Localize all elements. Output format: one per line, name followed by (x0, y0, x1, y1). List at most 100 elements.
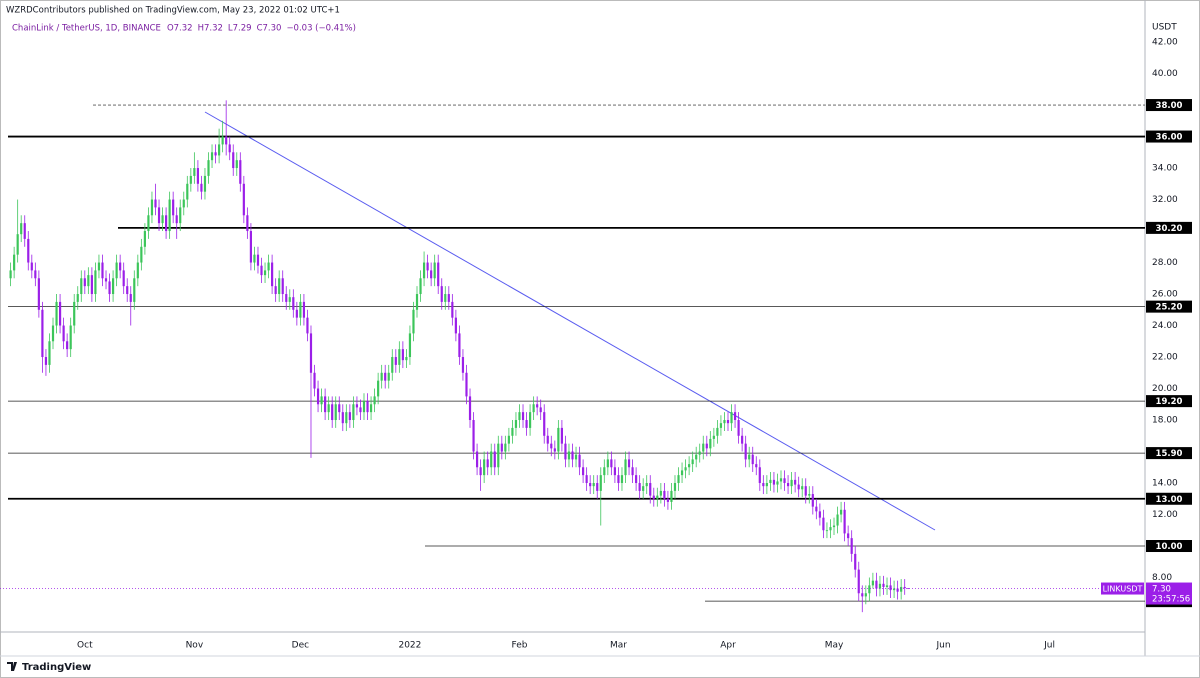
candle-body (783, 478, 786, 484)
candle-body (698, 451, 701, 455)
candle-body (263, 270, 267, 276)
candle-body (560, 427, 563, 444)
candle-body (302, 301, 306, 318)
candle-body (422, 262, 426, 279)
candle-body (603, 467, 606, 476)
candle-body (521, 412, 525, 421)
candle-body (391, 357, 394, 373)
candle-body (461, 357, 465, 373)
candle-body (525, 420, 528, 428)
candle-body (338, 404, 341, 413)
candle-body (299, 301, 302, 318)
candle-body (631, 467, 634, 476)
candle-body (267, 262, 270, 271)
candle-body (331, 404, 334, 421)
level-label: 38.00 (1156, 101, 1183, 111)
candle-body (271, 262, 274, 287)
candle-body (733, 412, 737, 421)
y-tick-label: 12.00 (1152, 510, 1178, 520)
candle-body (55, 301, 58, 326)
candle-body (157, 207, 161, 224)
candle-body (345, 412, 348, 424)
candle-body (635, 475, 638, 484)
candle-body (179, 207, 182, 224)
candle-body (885, 585, 889, 587)
candle-body (369, 404, 373, 413)
candle-body (225, 136, 228, 145)
candle-body (815, 506, 818, 512)
level-label: 15.90 (1156, 449, 1183, 459)
candle-body (30, 262, 33, 271)
candle-body (656, 495, 659, 499)
candle-body (617, 475, 620, 484)
candle-body (854, 553, 857, 570)
candle-body (309, 333, 313, 373)
candle-body (256, 254, 260, 266)
y-tick-label: 18.00 (1152, 416, 1178, 426)
candle-body (447, 294, 450, 302)
candle-body (412, 309, 415, 334)
candle-body (408, 333, 412, 358)
candle-body (769, 479, 772, 484)
candle-body (900, 586, 903, 592)
candle-body (419, 278, 422, 295)
candle-body (688, 464, 691, 468)
candle-body (818, 511, 821, 518)
candle-body (101, 262, 104, 279)
candle-body (557, 427, 560, 452)
candle-body (27, 238, 30, 263)
candle-body (726, 420, 730, 424)
candle-body (839, 509, 843, 515)
candle-body (398, 349, 401, 365)
y-tick-label: 34.00 (1152, 164, 1178, 174)
candle-body (306, 317, 309, 334)
x-tick-label: 2022 (398, 641, 421, 651)
candle-body (712, 435, 715, 439)
symbol-tag: LINKUSDT (1103, 585, 1143, 594)
candle-body (825, 530, 829, 532)
y-tick-label: 32.00 (1152, 195, 1178, 205)
candle-body (203, 175, 207, 192)
candle-body (691, 459, 694, 465)
candle-body (468, 396, 472, 421)
candle-body (811, 494, 814, 507)
candle-body (161, 215, 164, 224)
candle-body (143, 231, 146, 247)
candle-body (620, 475, 624, 484)
footer-brand: TradingView (22, 662, 91, 673)
candle-body (186, 183, 189, 200)
candle-body (97, 262, 101, 271)
candle-body (348, 412, 351, 421)
candle-body (359, 407, 362, 413)
candle-body (571, 451, 574, 460)
candle-body (829, 527, 832, 531)
candle-body (122, 270, 125, 287)
candle-body (239, 160, 242, 184)
candle-body (779, 478, 783, 482)
candle-body (673, 483, 677, 491)
candle-body (111, 278, 115, 295)
candle-body (670, 490, 673, 502)
candle-body (546, 435, 549, 444)
candle-body (182, 199, 185, 208)
candle-body (486, 459, 489, 468)
candle-body (154, 199, 157, 208)
candle-body (878, 583, 882, 589)
candle-body (58, 301, 62, 326)
candle-body (596, 483, 599, 491)
candle-body (705, 443, 708, 449)
y-tick-label: 28.00 (1152, 258, 1178, 268)
candle-body (832, 525, 836, 528)
level-label: 10.00 (1156, 542, 1183, 552)
candle-body (836, 514, 839, 526)
candle-body (776, 481, 779, 485)
candle-body (41, 309, 44, 358)
candle-body (613, 467, 617, 476)
candle-body (645, 483, 648, 487)
candle-body (440, 286, 443, 302)
candle-body (719, 423, 723, 428)
candle-body (278, 278, 281, 295)
candle-body (497, 443, 500, 468)
candle-body (9, 270, 12, 279)
candle-body (316, 388, 320, 405)
